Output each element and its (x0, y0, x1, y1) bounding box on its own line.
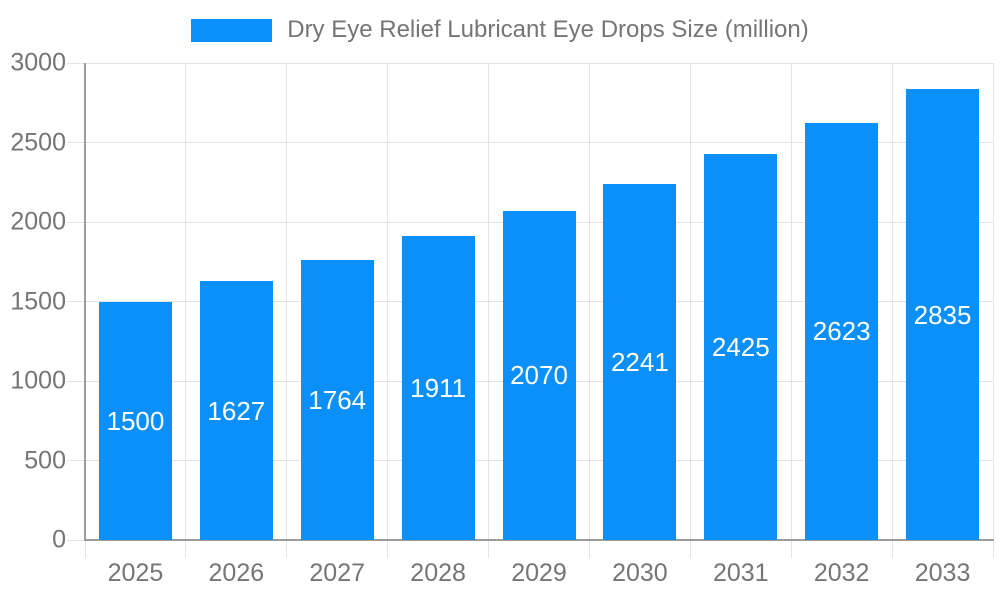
y-axis-line (84, 63, 86, 540)
gridline-horizontal (67, 142, 993, 143)
legend-swatch (191, 18, 273, 42)
bar-2033[interactable] (906, 89, 980, 540)
bar-value-label: 1500 (106, 405, 165, 436)
bar-2032[interactable] (805, 122, 879, 540)
gridline-vertical (488, 63, 490, 558)
legend[interactable]: Dry Eye Relief Lubricant Eye Drops Size … (0, 16, 1000, 44)
bar-2027[interactable] (300, 259, 374, 540)
gridline-vertical (891, 63, 893, 558)
y-axis-label: 1500 (10, 287, 66, 315)
bar-value-label: 2425 (711, 332, 770, 363)
bar-value-label: 1764 (308, 384, 367, 415)
bar-2031[interactable] (704, 154, 778, 540)
y-axis-label: 2500 (10, 128, 66, 156)
gridline-vertical (286, 63, 288, 558)
x-axis-label: 2029 (511, 559, 567, 587)
bar-value-label: 2070 (510, 360, 568, 391)
gridline-vertical (992, 63, 994, 558)
x-axis-label: 2030 (612, 559, 668, 587)
y-axis-label: 2000 (10, 207, 66, 236)
y-axis-label: 1000 (10, 366, 66, 395)
bar-value-label: 2623 (812, 316, 871, 347)
bar-2028[interactable] (401, 236, 475, 540)
bar-value-label: 2835 (913, 299, 972, 330)
bar-value-label: 1911 (410, 373, 467, 404)
gridline-horizontal (67, 62, 993, 64)
y-axis-label: 500 (24, 446, 66, 474)
bar-2029[interactable] (502, 210, 576, 540)
gridline-vertical (185, 63, 187, 558)
x-axis-label: 2027 (309, 559, 366, 587)
bar-value-label: 2241 (610, 346, 669, 377)
legend-label: Dry Eye Relief Lubricant Eye Drops Size … (287, 16, 809, 43)
x-axis-label: 2033 (914, 559, 971, 587)
gridline-vertical (689, 63, 691, 558)
x-axis-label: 2026 (208, 559, 265, 587)
gridline-vertical (387, 63, 389, 558)
bar-2025[interactable] (98, 301, 172, 540)
x-axis-label: 2028 (410, 559, 466, 587)
gridline-vertical (588, 63, 590, 558)
bar-2030[interactable] (603, 183, 677, 540)
bar-2026[interactable] (199, 281, 273, 540)
y-axis-label: 0 (52, 525, 66, 554)
gridline-vertical (790, 63, 792, 558)
y-axis-label: 3000 (10, 48, 66, 77)
x-axis-label: 2031 (712, 559, 769, 587)
x-axis-label: 2025 (107, 559, 164, 587)
bar-value-label: 1627 (207, 395, 266, 426)
x-axis-line (84, 539, 994, 541)
x-axis-label: 2032 (813, 559, 870, 587)
